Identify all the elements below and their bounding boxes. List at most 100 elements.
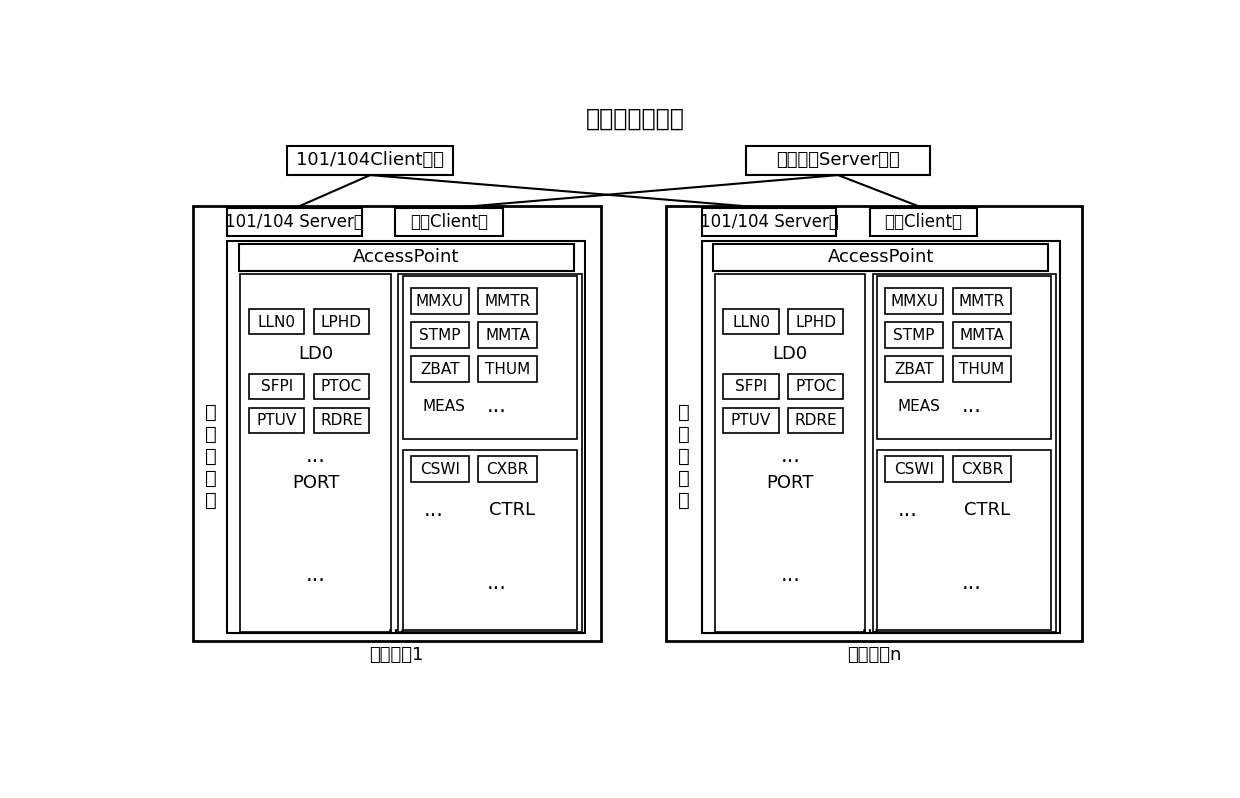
Text: PORT: PORT	[293, 474, 340, 492]
Text: ...: ...	[780, 446, 800, 466]
Text: ...: ...	[424, 500, 444, 520]
Text: 配电自动化主站: 配电自动化主站	[587, 107, 684, 131]
Bar	[873, 275, 1056, 632]
Text: LPHD: LPHD	[321, 314, 362, 330]
Text: ...: ...	[780, 566, 800, 586]
Bar	[952, 456, 1012, 482]
Bar	[952, 288, 1012, 314]
Text: MEAS: MEAS	[423, 398, 466, 413]
Bar	[479, 288, 537, 314]
Bar	[714, 275, 866, 632]
Text: 注册服务Server端口: 注册服务Server端口	[776, 152, 900, 169]
Text: 101/104Client端口: 101/104Client端口	[296, 152, 444, 169]
Bar	[249, 309, 304, 334]
Bar	[403, 450, 577, 630]
Text: MMTR: MMTR	[485, 294, 531, 309]
Text: THUM: THUM	[485, 361, 531, 377]
Text: CTRL: CTRL	[490, 501, 536, 519]
Text: MMXU: MMXU	[415, 294, 464, 309]
Text: CSWI: CSWI	[894, 462, 934, 476]
Bar	[885, 322, 944, 348]
Text: ...: ...	[306, 446, 326, 466]
Bar	[410, 322, 469, 348]
Bar	[713, 243, 1048, 271]
Text: 功
能
自
描
述: 功 能 自 描 述	[678, 403, 689, 510]
Bar	[723, 408, 779, 433]
Bar	[314, 309, 370, 334]
Bar	[396, 208, 503, 236]
Bar	[479, 356, 537, 382]
Text: 101/104 Server端: 101/104 Server端	[699, 213, 838, 231]
Bar	[952, 356, 1012, 382]
Text: PORT: PORT	[766, 474, 813, 492]
Text: LLN0: LLN0	[258, 314, 295, 330]
Text: AccessPoint: AccessPoint	[827, 248, 934, 267]
Text: PTOC: PTOC	[321, 379, 362, 394]
Bar	[885, 356, 944, 382]
Text: STMP: STMP	[419, 328, 461, 342]
Bar	[227, 240, 585, 634]
Bar	[702, 240, 1060, 634]
Text: STMP: STMP	[894, 328, 935, 342]
Text: SFPI: SFPI	[735, 379, 768, 394]
Text: LLN0: LLN0	[732, 314, 770, 330]
Text: MMTA: MMTA	[960, 328, 1004, 342]
Text: 配电终端n: 配电终端n	[847, 646, 901, 664]
Text: ...: ...	[862, 615, 882, 635]
Text: AccessPoint: AccessPoint	[353, 248, 460, 267]
Bar	[398, 275, 582, 632]
Bar	[885, 288, 944, 314]
Text: CXBR: CXBR	[486, 462, 528, 476]
Bar	[227, 208, 362, 236]
Text: MMXU: MMXU	[890, 294, 939, 309]
Bar	[787, 408, 843, 433]
Bar	[410, 356, 469, 382]
Bar	[702, 208, 837, 236]
Bar	[952, 322, 1012, 348]
Text: MMTR: MMTR	[959, 294, 1006, 309]
Text: LD0: LD0	[299, 346, 334, 363]
Bar	[410, 288, 469, 314]
Text: PTOC: PTOC	[795, 379, 836, 394]
Text: LD0: LD0	[773, 346, 807, 363]
Bar	[723, 309, 779, 334]
Text: CXBR: CXBR	[961, 462, 1003, 476]
Text: MMTA: MMTA	[485, 328, 531, 342]
Text: ...: ...	[961, 573, 981, 593]
Bar	[745, 146, 930, 175]
Bar	[314, 373, 370, 399]
Text: PTUV: PTUV	[730, 413, 771, 429]
Bar	[723, 373, 779, 399]
Text: 注册Client端: 注册Client端	[884, 213, 962, 231]
Text: RDRE: RDRE	[795, 413, 837, 429]
Bar	[666, 206, 1083, 641]
Text: ...: ...	[487, 573, 507, 593]
Bar	[885, 456, 944, 482]
Bar	[288, 146, 453, 175]
Text: 配电终端1: 配电终端1	[370, 646, 424, 664]
Bar	[787, 309, 843, 334]
Bar	[479, 456, 537, 482]
Text: ZBAT: ZBAT	[420, 361, 460, 377]
Text: CTRL: CTRL	[963, 501, 1009, 519]
Text: 功
能
自
描
述: 功 能 自 描 述	[205, 403, 216, 510]
Text: ...: ...	[306, 566, 326, 586]
Bar	[787, 373, 843, 399]
Bar	[877, 276, 1052, 439]
Bar	[869, 208, 977, 236]
Text: SFPI: SFPI	[260, 379, 293, 394]
Text: ...: ...	[961, 396, 981, 416]
Text: MEAS: MEAS	[898, 398, 940, 413]
Bar	[877, 450, 1052, 630]
Text: 注册Client端: 注册Client端	[410, 213, 489, 231]
Bar	[410, 456, 469, 482]
Text: CSWI: CSWI	[420, 462, 460, 476]
Text: LPHD: LPHD	[795, 314, 836, 330]
Bar	[479, 322, 537, 348]
Text: RDRE: RDRE	[320, 413, 362, 429]
Text: THUM: THUM	[960, 361, 1004, 377]
Text: 101/104 Server端: 101/104 Server端	[226, 213, 365, 231]
Text: ...: ...	[387, 615, 407, 635]
Text: ...: ...	[487, 396, 507, 416]
Bar	[249, 373, 304, 399]
